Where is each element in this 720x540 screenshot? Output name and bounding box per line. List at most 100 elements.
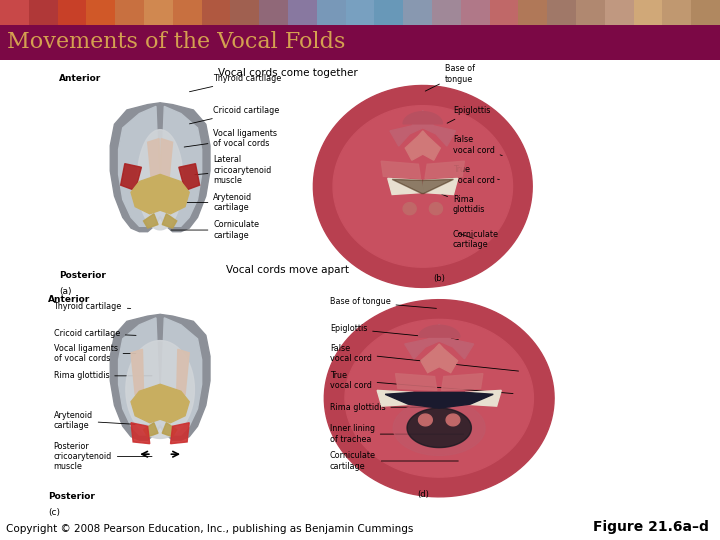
Polygon shape bbox=[160, 106, 202, 226]
Polygon shape bbox=[126, 341, 194, 438]
Text: Epiglottis: Epiglottis bbox=[447, 106, 490, 123]
Bar bbox=[173, 0, 202, 25]
Bar bbox=[346, 0, 374, 25]
Polygon shape bbox=[446, 414, 460, 426]
Text: Base of
tongue: Base of tongue bbox=[426, 64, 474, 91]
Bar bbox=[605, 0, 634, 25]
Polygon shape bbox=[160, 103, 210, 232]
Bar bbox=[29, 0, 58, 25]
Polygon shape bbox=[420, 344, 458, 373]
Text: Vocal cords move apart: Vocal cords move apart bbox=[227, 265, 349, 275]
Polygon shape bbox=[388, 178, 423, 194]
Text: Vocal cords come together: Vocal cords come together bbox=[218, 69, 358, 78]
Bar bbox=[518, 0, 547, 25]
Text: Rima
glottidis: Rima glottidis bbox=[442, 194, 485, 214]
Polygon shape bbox=[160, 314, 210, 440]
Text: Thyroid cartilage: Thyroid cartilage bbox=[189, 74, 282, 92]
Text: Rima glottidis: Rima glottidis bbox=[53, 372, 152, 380]
Polygon shape bbox=[418, 325, 460, 337]
Polygon shape bbox=[176, 349, 189, 395]
Text: Anterior: Anterior bbox=[48, 295, 91, 304]
Bar bbox=[432, 0, 461, 25]
Polygon shape bbox=[464, 390, 501, 406]
Polygon shape bbox=[119, 106, 160, 226]
Polygon shape bbox=[385, 393, 493, 408]
Polygon shape bbox=[405, 131, 441, 160]
Polygon shape bbox=[395, 374, 437, 390]
Bar bbox=[288, 0, 317, 25]
Bar bbox=[0, 60, 720, 540]
Polygon shape bbox=[418, 414, 432, 426]
Polygon shape bbox=[162, 423, 176, 437]
Polygon shape bbox=[381, 161, 420, 178]
Text: Rima glottidis: Rima glottidis bbox=[330, 403, 450, 411]
Polygon shape bbox=[324, 300, 554, 497]
Polygon shape bbox=[405, 325, 474, 359]
Polygon shape bbox=[143, 214, 158, 228]
Text: (a): (a) bbox=[59, 287, 71, 296]
Bar bbox=[547, 0, 576, 25]
Polygon shape bbox=[110, 103, 160, 232]
Polygon shape bbox=[131, 174, 189, 214]
Bar bbox=[576, 0, 605, 25]
Bar bbox=[691, 0, 720, 25]
Polygon shape bbox=[160, 139, 173, 185]
Text: Corniculate
cartilage: Corniculate cartilage bbox=[330, 451, 459, 471]
Text: Cricoid cartilage: Cricoid cartilage bbox=[189, 106, 279, 124]
Bar bbox=[461, 0, 490, 25]
Bar bbox=[490, 0, 518, 25]
Text: False
vocal cord: False vocal cord bbox=[453, 136, 503, 156]
Text: Arytenoid
cartilage: Arytenoid cartilage bbox=[171, 193, 253, 212]
Polygon shape bbox=[429, 202, 443, 215]
Bar bbox=[202, 0, 230, 25]
Text: Arytenoid
cartilage: Arytenoid cartilage bbox=[53, 411, 147, 430]
Polygon shape bbox=[345, 319, 534, 477]
Polygon shape bbox=[392, 179, 454, 193]
Text: Anterior: Anterior bbox=[59, 74, 101, 83]
Text: Thyroid cartilage: Thyroid cartilage bbox=[53, 302, 131, 311]
Text: Posterior
cricoarytenoid
muscle: Posterior cricoarytenoid muscle bbox=[53, 442, 152, 471]
Polygon shape bbox=[131, 349, 143, 395]
Polygon shape bbox=[143, 423, 158, 437]
Polygon shape bbox=[131, 423, 150, 444]
Text: Posterior: Posterior bbox=[59, 271, 106, 280]
Polygon shape bbox=[179, 164, 199, 191]
Bar bbox=[259, 0, 288, 25]
Text: Cricoid cartilage: Cricoid cartilage bbox=[53, 329, 136, 338]
Text: (d): (d) bbox=[417, 490, 428, 499]
Polygon shape bbox=[131, 384, 189, 423]
Polygon shape bbox=[162, 214, 176, 228]
Text: (b): (b) bbox=[433, 274, 445, 283]
Polygon shape bbox=[423, 178, 458, 194]
Text: Corniculate
cartilage: Corniculate cartilage bbox=[171, 220, 259, 240]
Bar bbox=[144, 0, 173, 25]
Polygon shape bbox=[425, 161, 464, 178]
Text: Epiglottis: Epiglottis bbox=[330, 325, 459, 340]
Text: Lateral
cricoarytenoid
muscle: Lateral cricoarytenoid muscle bbox=[195, 156, 271, 185]
Polygon shape bbox=[148, 139, 160, 185]
Text: True
vocal cord: True vocal cord bbox=[453, 165, 500, 185]
Text: Figure 21.6a–d: Figure 21.6a–d bbox=[593, 519, 709, 534]
Text: Vocal ligaments
of vocal cords: Vocal ligaments of vocal cords bbox=[53, 344, 141, 363]
Polygon shape bbox=[333, 106, 513, 267]
Bar bbox=[374, 0, 403, 25]
Text: Inner lining
of trachea: Inner lining of trachea bbox=[330, 424, 464, 444]
Polygon shape bbox=[171, 423, 189, 444]
Text: Vocal ligaments
of vocal cords: Vocal ligaments of vocal cords bbox=[184, 129, 277, 148]
Bar bbox=[634, 0, 662, 25]
Text: Corniculate
cartilage: Corniculate cartilage bbox=[453, 230, 499, 249]
Bar bbox=[0, 0, 29, 25]
Polygon shape bbox=[377, 390, 414, 406]
Bar bbox=[662, 0, 691, 25]
Polygon shape bbox=[403, 202, 416, 215]
Polygon shape bbox=[138, 130, 183, 230]
Bar bbox=[317, 0, 346, 25]
Bar bbox=[58, 0, 86, 25]
Polygon shape bbox=[441, 374, 483, 390]
Bar bbox=[230, 0, 259, 25]
Polygon shape bbox=[393, 400, 485, 455]
Polygon shape bbox=[407, 408, 472, 448]
Bar bbox=[0, 25, 720, 60]
Text: True
vocal cord: True vocal cord bbox=[330, 370, 513, 394]
Polygon shape bbox=[121, 164, 141, 191]
